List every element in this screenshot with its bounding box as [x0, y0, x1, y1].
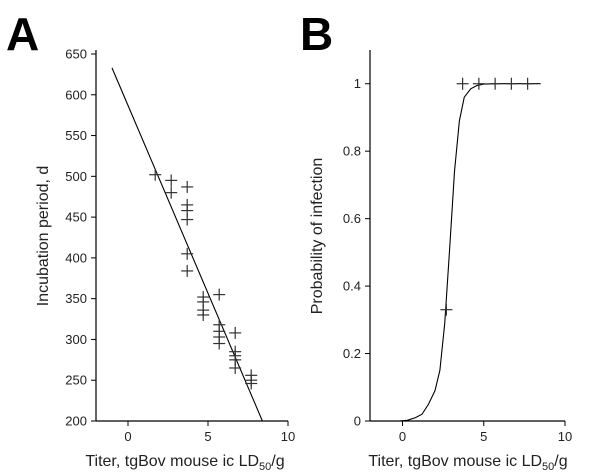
panel-a-letter: A	[6, 8, 39, 60]
y-tick-label: 550	[65, 128, 87, 143]
y-tick-label: 0.6	[343, 211, 361, 226]
y-tick-label: 1	[354, 76, 361, 91]
panel-a-x-axis-title: Titer, tgBov mouse ic LD50/g	[85, 453, 284, 473]
panel-b-chart: B 0 0.2 0.4 0.6 0.8 1 0 5 10 Probability of inf…	[300, 8, 572, 473]
data-point	[456, 77, 469, 90]
data-point	[489, 77, 502, 90]
y-tick-label: 450	[65, 210, 87, 225]
panel-a-chart: A 200 250 300 350 400 450 500 550 600 650 0 5 10 In…	[6, 8, 295, 473]
panel-b-x-axis-title-subscript: 50	[542, 461, 554, 473]
panel-a-regression-line	[111, 67, 263, 422]
panel-b-x-axis-title-main: Titer, tgBov mouse ic LD	[368, 453, 542, 470]
data-point	[229, 326, 242, 339]
panel-a-x-axis-title-main: Titer, tgBov mouse ic LD	[85, 453, 259, 470]
panel-a-x-axis-title-suffix: /g	[271, 453, 284, 470]
data-point	[165, 174, 178, 187]
x-tick-label: 5	[480, 429, 487, 444]
y-tick-label: 0.2	[343, 346, 361, 361]
data-point	[472, 77, 485, 90]
data-point	[181, 213, 194, 226]
panel-b-x-ticks: 0 5 10	[399, 421, 572, 444]
panel-b-fitted-curve	[399, 83, 541, 422]
panel-a-x-axis-title-subscript: 50	[259, 461, 271, 473]
x-tick-label: 0	[399, 429, 406, 444]
panel-b-x-axis-title: Titer, tgBov mouse ic LD50/g	[368, 453, 567, 473]
x-tick-label: 5	[204, 429, 211, 444]
panel-a-x-ticks: 0 5 10	[124, 421, 295, 444]
panel-a-y-axis-title: Incubation period, d	[35, 166, 52, 307]
panel-b-y-axis-title: Probability of infection	[309, 158, 326, 315]
data-point	[245, 377, 258, 390]
y-tick-label: 200	[65, 414, 87, 429]
y-tick-label: 250	[65, 373, 87, 388]
data-point	[521, 77, 534, 90]
data-point	[149, 168, 162, 181]
y-tick-label: 0.4	[343, 279, 361, 294]
data-point	[213, 288, 226, 301]
y-tick-label: 400	[65, 250, 87, 265]
y-tick-label: 600	[65, 87, 87, 102]
data-point	[440, 303, 453, 316]
x-tick-label: 10	[281, 429, 295, 444]
y-tick-label: 0.8	[343, 144, 361, 159]
y-tick-label: 650	[65, 47, 87, 62]
data-point	[197, 308, 210, 321]
y-tick-label: 500	[65, 169, 87, 184]
panel-a-y-ticks: 200 250 300 350 400 450 500 550 600 650	[65, 47, 96, 429]
panel-b-data-points	[440, 77, 534, 316]
y-tick-label: 0	[354, 414, 361, 429]
data-point	[505, 77, 518, 90]
panel-b-y-ticks: 0 0.2 0.4 0.6 0.8 1	[343, 76, 370, 429]
y-tick-label: 350	[65, 291, 87, 306]
data-point	[181, 180, 194, 193]
x-tick-label: 0	[124, 429, 131, 444]
data-point	[165, 186, 178, 199]
panel-a-data-points	[149, 168, 258, 390]
y-tick-label: 300	[65, 332, 87, 347]
data-point	[181, 247, 194, 260]
data-point	[229, 361, 242, 374]
panel-b-letter: B	[300, 8, 333, 60]
data-point	[213, 337, 226, 350]
data-point	[181, 264, 194, 277]
panel-b-x-axis-title-suffix: /g	[554, 453, 567, 470]
x-tick-label: 10	[558, 429, 572, 444]
